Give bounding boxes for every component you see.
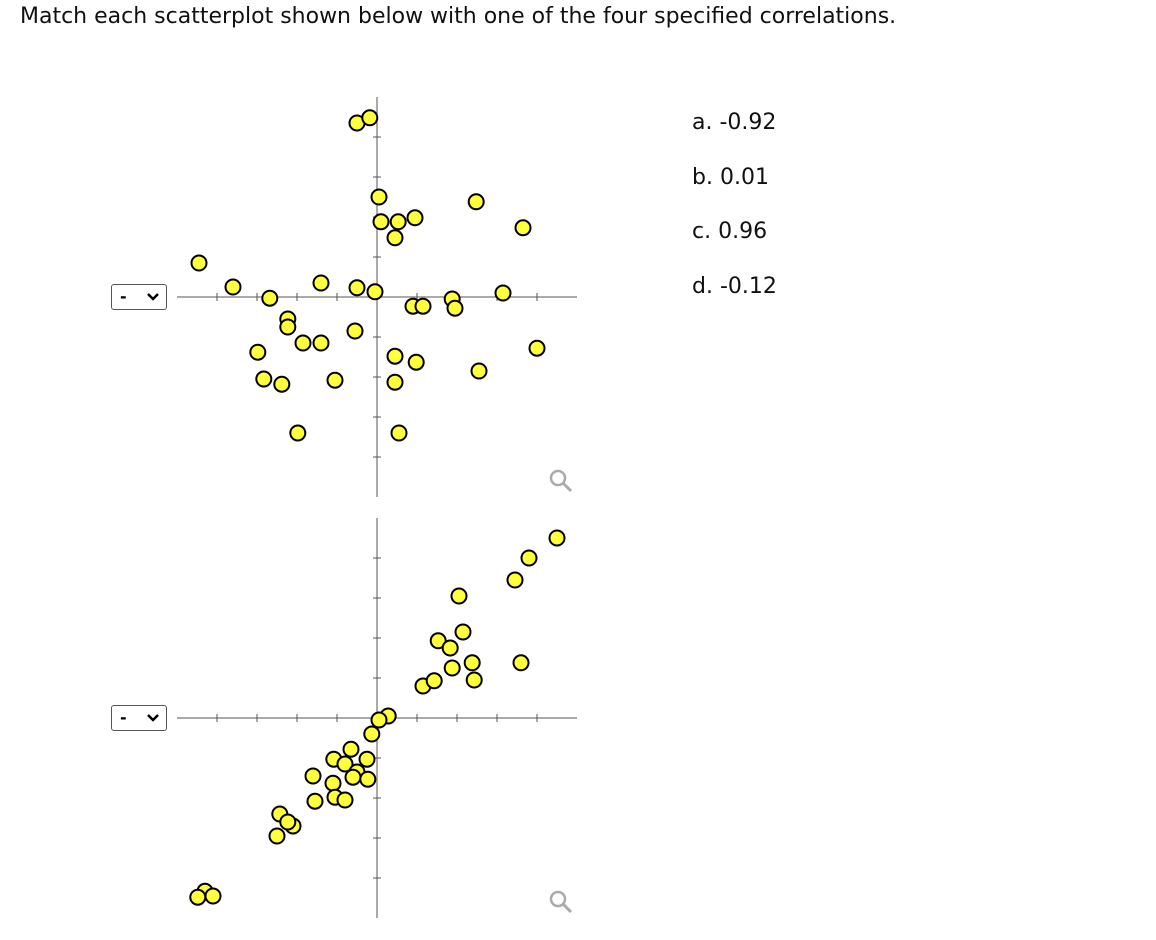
point: [463, 654, 481, 672]
point: [204, 887, 222, 905]
point: [261, 289, 279, 307]
point: [425, 672, 443, 690]
point: [390, 424, 408, 442]
point: [450, 587, 468, 605]
point: [249, 343, 267, 361]
point: [528, 339, 546, 357]
point: [324, 774, 342, 792]
point: [441, 639, 459, 657]
point: [342, 740, 360, 758]
point: [304, 767, 322, 785]
point: [370, 711, 388, 729]
point: [358, 750, 376, 768]
point: [190, 254, 208, 272]
point: [372, 213, 390, 231]
zoom-icon[interactable]: [549, 469, 573, 493]
point: [370, 188, 388, 206]
point: [268, 827, 286, 845]
point: [366, 283, 384, 301]
dropdown-value: -: [120, 287, 127, 306]
point: [361, 109, 379, 127]
point: [548, 529, 566, 547]
dropdown-value: -: [120, 708, 127, 727]
point: [336, 791, 354, 809]
point: [443, 659, 461, 677]
point: [312, 334, 330, 352]
point: [446, 299, 464, 317]
point: [386, 347, 404, 365]
point: [406, 209, 424, 227]
dropdown[interactable]: -: [111, 284, 167, 310]
point: [279, 813, 297, 831]
point: [336, 755, 354, 773]
dropdown[interactable]: -: [111, 705, 167, 731]
option: c. 0.96: [692, 219, 768, 244]
point: [386, 373, 404, 391]
option: a. -0.92: [692, 110, 777, 135]
point: [363, 725, 381, 743]
point: [470, 362, 488, 380]
point: [346, 322, 364, 340]
point: [359, 770, 377, 788]
point: [326, 371, 344, 389]
point: [506, 571, 524, 589]
point: [224, 278, 242, 296]
point: [312, 274, 330, 292]
point: [514, 219, 532, 237]
point: [407, 353, 425, 371]
point: [344, 768, 362, 786]
point: [386, 229, 404, 247]
option: d. -0.12: [692, 274, 777, 299]
point: [467, 193, 485, 211]
point: [520, 549, 538, 567]
point: [306, 792, 324, 810]
point: [454, 623, 472, 641]
point: [414, 297, 432, 315]
point: [289, 424, 307, 442]
point: [389, 213, 407, 231]
point: [494, 284, 512, 302]
zoom-icon[interactable]: [549, 890, 573, 914]
chevron: [147, 714, 159, 722]
instruction: Match each scatterplot shown below with …: [20, 4, 897, 29]
point: [512, 654, 530, 672]
point: [294, 334, 312, 352]
point: [465, 671, 483, 689]
chevron: [147, 293, 159, 301]
point: [255, 370, 273, 388]
point: [273, 375, 291, 393]
point: [279, 318, 297, 336]
point: [348, 279, 366, 297]
option: b. 0.01: [692, 165, 769, 190]
point: [189, 888, 207, 906]
